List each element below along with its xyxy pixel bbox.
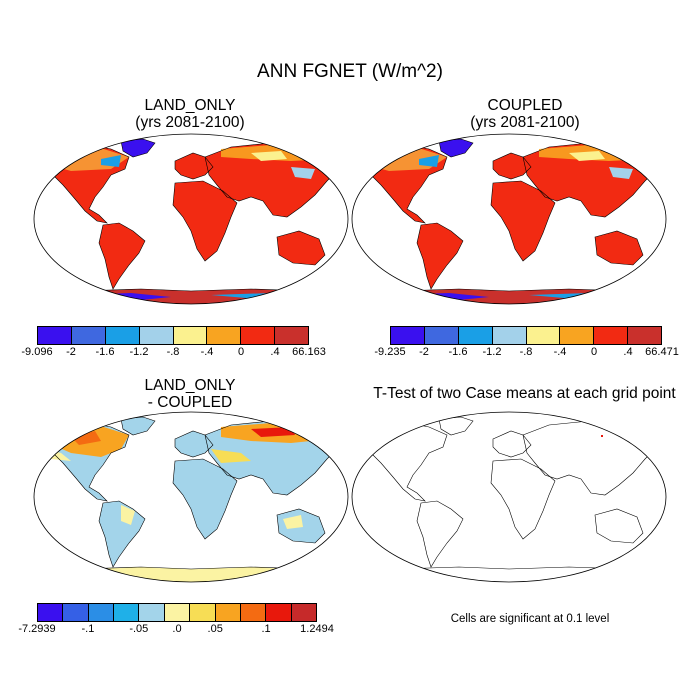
ttest-map bbox=[351, 411, 667, 583]
colorbar-swatch bbox=[207, 327, 242, 344]
colorbar-label: -9.096 bbox=[21, 346, 53, 358]
land-only-colorbar bbox=[37, 326, 309, 345]
coupled-colorbar-labels: -9.235 -2 -1.6 -1.2 -.8 -.4 0 .4 66.471 bbox=[374, 346, 678, 360]
colorbar-swatch bbox=[458, 327, 493, 344]
colorbar-swatch bbox=[139, 604, 165, 621]
diff-title-line1: LAND_ONLY bbox=[144, 377, 236, 394]
colorbar-label: -1.2 bbox=[129, 346, 149, 358]
colorbar-label: -9.235 bbox=[374, 346, 406, 358]
colorbar-label: -.05 bbox=[129, 623, 149, 635]
land-only-title: LAND_ONLY (yrs 2081-2100) bbox=[35, 97, 345, 131]
colorbar-swatch bbox=[71, 327, 106, 344]
colorbar-swatch bbox=[266, 604, 292, 621]
colorbar-label: 0 bbox=[590, 346, 598, 358]
coupled-title-line1: COUPLED bbox=[487, 97, 563, 114]
colorbar-swatch bbox=[139, 327, 174, 344]
colorbar-swatch bbox=[424, 327, 459, 344]
colorbar-swatch bbox=[526, 327, 561, 344]
colorbar-swatch bbox=[240, 604, 267, 621]
colorbar-label: -1.2 bbox=[482, 346, 502, 358]
colorbar-label: -2 bbox=[419, 346, 429, 358]
coupled-colorbar bbox=[390, 326, 662, 345]
colorbar-label: -.4 bbox=[200, 346, 214, 358]
diff-colorbar-labels: -7.2939 -.1 -.05 .0 .05 .1 1.2494 bbox=[18, 623, 333, 637]
colorbar-swatch bbox=[560, 327, 595, 344]
colorbar-label: 0 bbox=[237, 346, 245, 358]
ttest-note: Cells are significant at 0.1 level bbox=[450, 613, 610, 625]
colorbar-swatch bbox=[105, 327, 140, 344]
colorbar-swatch bbox=[63, 604, 89, 621]
land-only-title-line1: LAND_ONLY bbox=[144, 97, 236, 114]
diff-colorbar bbox=[37, 603, 317, 622]
colorbar-swatch bbox=[594, 327, 629, 344]
main-title: ANN FGNET (W/m^2) bbox=[257, 61, 443, 82]
colorbar-swatch bbox=[628, 327, 661, 344]
colorbar-swatch bbox=[88, 604, 115, 621]
diff-title-line2: - COUPLED bbox=[147, 394, 233, 411]
colorbar-label: -1.6 bbox=[448, 346, 468, 358]
coupled-map bbox=[351, 133, 667, 305]
colorbar-swatch bbox=[38, 604, 64, 621]
colorbar-swatch bbox=[492, 327, 527, 344]
colorbar-swatch bbox=[291, 604, 316, 621]
colorbar-label: -.8 bbox=[519, 346, 533, 358]
land-only-title-line2: (yrs 2081-2100) bbox=[135, 114, 245, 131]
land-only-map bbox=[33, 133, 349, 305]
colorbar-label: .05 bbox=[207, 623, 223, 635]
diff-map bbox=[33, 411, 349, 583]
colorbar-label: -7.2939 bbox=[18, 623, 56, 635]
colorbar-swatch bbox=[215, 604, 241, 621]
diff-title: LAND_ONLY - COUPLED bbox=[35, 377, 345, 411]
ttest-title: T-Test of two Case means at each grid po… bbox=[373, 385, 676, 402]
coupled-title: COUPLED (yrs 2081-2100) bbox=[370, 97, 680, 131]
coupled-title-line2: (yrs 2081-2100) bbox=[470, 114, 580, 131]
colorbar-swatch bbox=[275, 327, 308, 344]
colorbar-label: -1.6 bbox=[95, 346, 115, 358]
colorbar-label: 66.471 bbox=[645, 346, 679, 358]
colorbar-swatch bbox=[114, 604, 140, 621]
colorbar-swatch bbox=[173, 327, 208, 344]
colorbar-swatch bbox=[391, 327, 425, 344]
colorbar-label: .0 bbox=[172, 623, 182, 635]
colorbar-swatch bbox=[190, 604, 216, 621]
colorbar-label: -.8 bbox=[166, 346, 180, 358]
colorbar-label: .4 bbox=[623, 346, 633, 358]
colorbar-label: 66.163 bbox=[292, 346, 326, 358]
colorbar-label: .1 bbox=[261, 623, 271, 635]
colorbar-label: .4 bbox=[270, 346, 280, 358]
colorbar-label: 1.2494 bbox=[300, 623, 334, 635]
colorbar-label: -2 bbox=[66, 346, 76, 358]
colorbar-swatch bbox=[38, 327, 72, 344]
land-only-colorbar-labels: -9.096 -2 -1.6 -1.2 -.8 -.4 0 .4 66.163 bbox=[21, 346, 325, 360]
colorbar-swatch bbox=[164, 604, 191, 621]
colorbar-label: -.1 bbox=[81, 623, 95, 635]
colorbar-swatch bbox=[241, 327, 276, 344]
colorbar-label: -.4 bbox=[553, 346, 567, 358]
